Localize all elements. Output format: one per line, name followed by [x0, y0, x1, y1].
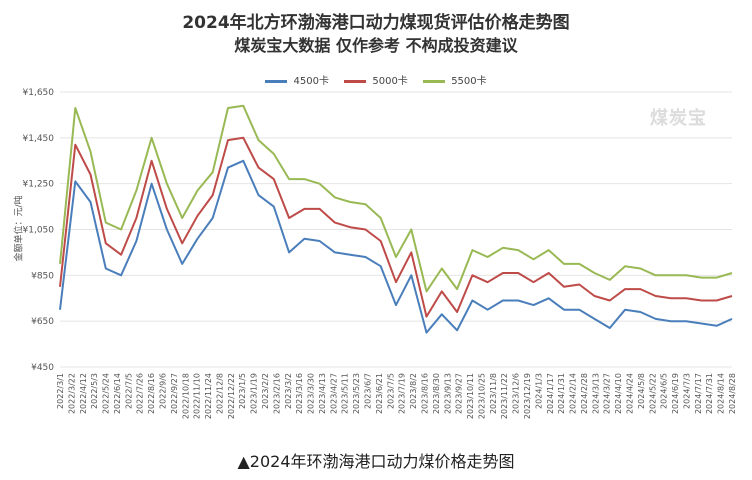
figure-caption: ▲2024年环渤海港口动力煤价格走势图	[237, 452, 515, 471]
x-tick-label: 2024/8/14	[717, 373, 726, 414]
x-tick-label: 2022/7/5	[124, 373, 133, 409]
x-tick-label: 2023/5/23	[352, 373, 361, 414]
series-line-4500卡	[59, 159, 733, 334]
x-tick-label: 2024/5/8	[637, 373, 646, 409]
x-tick-label: 2024/8/28	[728, 373, 737, 414]
x-tick-label: 2024/2/14	[569, 373, 578, 414]
legend-label-5500: 5500卡	[451, 76, 487, 87]
x-tick-label: 2023/4/13	[318, 373, 327, 414]
x-tick-label: 2024/6/19	[671, 373, 680, 414]
x-tick-label: 2022/9/6	[159, 373, 168, 409]
x-tick-label: 2023/10/11	[466, 373, 475, 419]
x-tick-label: 2023/6/7	[364, 373, 373, 409]
chart-subtitle: 煤炭宝大数据 仅作参考 不构成投资建议	[234, 36, 518, 55]
y-tick-label: ¥450	[31, 363, 54, 373]
x-tick-label: 2023/8/30	[432, 373, 441, 414]
x-tick-label: 2022/6/14	[113, 373, 122, 414]
x-tick-label: 2023/3/2	[284, 373, 293, 409]
x-tick-label: 2022/10/18	[181, 373, 190, 419]
x-tick-label: 2022/3/1	[56, 373, 65, 409]
x-tick-label: 2022/3/22	[67, 373, 76, 414]
x-tick-label: 2022/11/24	[204, 373, 213, 419]
x-tick-label: 2023/5/11	[341, 373, 350, 414]
series-line-5500卡	[59, 104, 733, 293]
x-tick-label: 2023/1/19	[250, 373, 259, 414]
y-tick-label: ¥850	[31, 271, 54, 281]
x-tick-label: 2024/7/17	[694, 373, 703, 414]
x-tick-label: 2023/11/22	[500, 373, 509, 419]
x-tick-label: 2022/9/27	[170, 373, 179, 414]
x-tick-label: 2024/1/3	[534, 373, 543, 409]
legend-swatch-5500	[423, 79, 445, 83]
chart-title: 2024年北方环渤海港口动力煤现货评估价格走势图	[182, 13, 570, 33]
x-tick-label: 2022/12/8	[215, 373, 224, 414]
x-tick-label: 2023/8/16	[420, 373, 429, 414]
x-tick-label: 2023/4/27	[329, 373, 338, 414]
x-tick-label: 2024/5/22	[648, 373, 657, 414]
x-tick-label: 2023/11/8	[489, 373, 498, 414]
legend-item-5500: 5500卡	[423, 72, 487, 87]
x-tick-label: 2022/7/26	[136, 373, 145, 414]
legend: 4500卡 5000卡 5500卡	[0, 72, 752, 87]
y-tick-label: ¥1,050	[23, 226, 55, 236]
x-tick-label: 2024/3/27	[603, 373, 612, 414]
x-tick-label: 2023/9/27	[455, 373, 464, 414]
x-tick-label: 2024/7/3	[682, 373, 691, 409]
line-chart: ¥450 ¥650 ¥850 ¥1,050 ¥1,250 ¥1,450 ¥1,650 2022…	[23, 88, 738, 419]
x-tick-label: 2023/9/13	[443, 373, 452, 414]
x-tick-label: 2023/12/19	[523, 373, 532, 419]
x-tick-label: 2024/1/31	[557, 373, 566, 414]
y-tick-label: ¥1,450	[23, 134, 55, 144]
x-tick-label: 2022/4/12	[79, 373, 88, 414]
legend-swatch-5000	[344, 79, 367, 83]
legend-swatch-4500	[265, 79, 288, 83]
x-tick-label: 2024/4/10	[614, 373, 623, 414]
watermark: 煤炭宝	[650, 108, 707, 129]
x-tick-label: 2022/5/3	[90, 373, 99, 409]
x-tick-label: 2024/6/5	[660, 373, 669, 409]
y-tick-label: ¥1,250	[23, 180, 55, 190]
x-tick-label: 2024/7/31	[705, 373, 714, 414]
x-tick-label: 2024/3/13	[591, 373, 600, 414]
x-tick-label: 2023/8/2	[409, 373, 418, 409]
x-tick-label: 2022/5/24	[102, 373, 111, 414]
legend-item-4500: 4500卡	[265, 72, 329, 87]
x-tick-label: 2022/12/22	[227, 373, 236, 419]
x-tick-label: 2023/6/21	[375, 373, 384, 414]
series-line-5000卡	[59, 136, 733, 318]
x-tick-label: 2023/2/2	[261, 373, 270, 409]
x-tick-label: 2023/7/5	[386, 373, 395, 409]
legend-item-5000: 5000卡	[344, 72, 408, 87]
legend-label-5000: 5000卡	[372, 76, 408, 87]
x-tick-label: 2024/2/28	[580, 373, 589, 414]
x-tick-label: 2022/11/10	[193, 373, 202, 419]
x-tick-label: 2023/12/6	[512, 373, 521, 414]
x-tick-label: 2023/3/30	[307, 373, 316, 414]
x-tick-label: 2023/7/19	[398, 373, 407, 414]
x-tick-label: 2022/8/16	[147, 373, 156, 414]
legend-label-4500: 4500卡	[293, 76, 329, 87]
y-tick-label: ¥1,650	[23, 88, 55, 98]
x-tick-label: 2023/1/5	[238, 373, 247, 409]
y-tick-label: ¥650	[31, 317, 54, 327]
x-tick-label: 2024/1/17	[546, 373, 555, 414]
x-tick-label: 2024/4/24	[625, 373, 634, 414]
x-tick-label: 2023/10/25	[477, 373, 486, 419]
x-tick-label: 2023/3/16	[295, 373, 304, 414]
x-tick-label: 2023/2/16	[272, 373, 281, 414]
